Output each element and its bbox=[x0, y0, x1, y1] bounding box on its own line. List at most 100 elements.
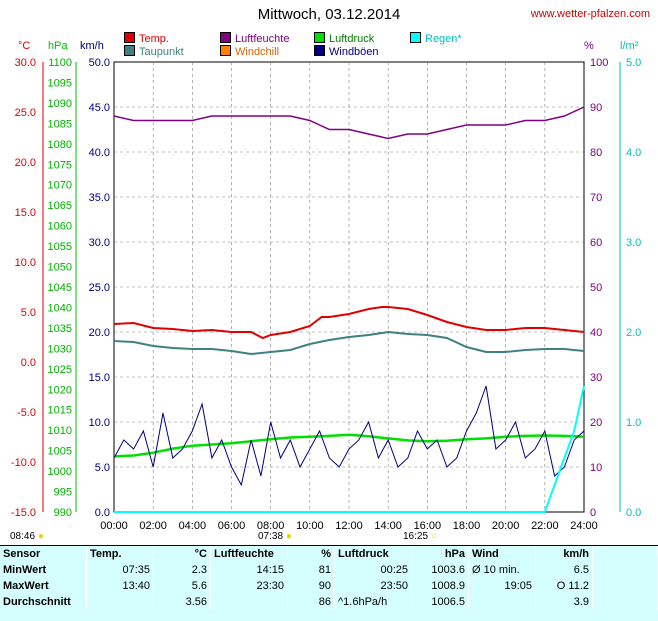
row-label: Durchschnitt bbox=[0, 594, 87, 610]
rain-tick-label: 4.0 bbox=[626, 147, 641, 159]
temp-tick-label: -5.0 bbox=[17, 407, 36, 419]
stats-table: Sensor Temp. °C Luftfeuchte % Luftdruck … bbox=[0, 545, 658, 621]
weather-chart: 30.0 25.0 20.0 15.0 10.0 5.0 0.0 -5.0 -10.0 -15.0… bbox=[11, 57, 641, 532]
unit-temp: °C bbox=[18, 40, 31, 52]
cell: Ø 10 min. bbox=[468, 562, 536, 578]
pressure-tick-label: 1095 bbox=[48, 77, 72, 89]
cell: O 11.2 bbox=[535, 578, 593, 594]
rain-tick-label: 2.0 bbox=[626, 327, 641, 339]
wind-tick-label: 15.0 bbox=[89, 372, 110, 384]
cell: 5.6 bbox=[153, 578, 211, 594]
cell: 1003.6 bbox=[411, 562, 469, 578]
cell: 23:50 bbox=[334, 578, 412, 594]
cell: 07:35 bbox=[86, 562, 154, 578]
cell: 2.3 bbox=[153, 562, 211, 578]
legend-swatch bbox=[314, 45, 325, 56]
series-lines bbox=[113, 106, 585, 513]
x-tick-label: 04:00 bbox=[179, 520, 207, 532]
cell: 3.9 bbox=[535, 594, 593, 610]
cell: 90 bbox=[287, 578, 335, 594]
legend-gusts: Windböen bbox=[314, 45, 379, 58]
legend-swatch bbox=[220, 45, 231, 56]
humidity-tick-label: 60 bbox=[590, 237, 602, 249]
x-axis-labels: 00:00 02:00 04:00 06:00 08:00 10:00 12:00 14:00… bbox=[100, 520, 598, 532]
legend-label: Luftfeuchte bbox=[235, 33, 290, 45]
legend-dewpoint: Taupunkt bbox=[124, 45, 184, 58]
left-axes: 30.0 25.0 20.0 15.0 10.0 5.0 0.0 -5.0 -10.0 -15.0… bbox=[11, 57, 110, 519]
sun-icon: ● bbox=[285, 531, 292, 542]
temp-tick-label: 15.0 bbox=[15, 207, 36, 219]
rain-tick-label: 1.0 bbox=[626, 417, 641, 429]
cell: 14:15 bbox=[210, 562, 288, 578]
humidity-line bbox=[113, 106, 585, 140]
pressure-tick-label: 1035 bbox=[48, 323, 72, 335]
pressure-tick-label: 1090 bbox=[48, 98, 72, 110]
cell: 6.5 bbox=[535, 562, 593, 578]
wind-tick-label: 45.0 bbox=[89, 102, 110, 114]
rain-line bbox=[114, 385, 585, 513]
pressure-tick-label: 1020 bbox=[48, 384, 72, 396]
unit-pressure: hPa bbox=[48, 40, 68, 52]
sunrise-label: 08:46 ● bbox=[10, 531, 44, 542]
legend-rain: Regen* bbox=[410, 32, 462, 45]
humidity-tick-label: 80 bbox=[590, 147, 602, 159]
legend-label: Luftdruck bbox=[329, 33, 375, 45]
cell: 1006.5 bbox=[411, 594, 469, 610]
cell bbox=[210, 594, 288, 610]
x-tick-label: 14:00 bbox=[374, 520, 402, 532]
legend-label: Taupunkt bbox=[139, 46, 184, 58]
pressure-tick-label: 1065 bbox=[48, 200, 72, 212]
temp-tick-label: 10.0 bbox=[15, 257, 36, 269]
humidity-tick-label: 0 bbox=[590, 507, 596, 519]
humidity-tick-label: 90 bbox=[590, 102, 602, 114]
rain-tick-label: 3.0 bbox=[626, 237, 641, 249]
legend-swatch bbox=[124, 45, 135, 56]
x-tick-label: 22:00 bbox=[531, 520, 559, 532]
temp-tick-label: 0.0 bbox=[21, 357, 36, 369]
pressure-line bbox=[113, 433, 585, 458]
legend-swatch bbox=[410, 32, 421, 43]
pressure-tick-label: 1040 bbox=[48, 302, 72, 314]
wind-tick-label: 30.0 bbox=[89, 237, 110, 249]
temp-tick-label: -10.0 bbox=[11, 457, 36, 469]
rain-tick-label: 0.0 bbox=[626, 507, 641, 519]
table-row: MinWert 07:35 2.3 14:15 81 00:25 1003.6 … bbox=[0, 562, 658, 578]
x-tick-label: 24:00 bbox=[570, 520, 598, 532]
legend-swatch bbox=[220, 32, 231, 43]
pressure-tick-label: 1045 bbox=[48, 282, 72, 294]
pressure-tick-label: 1050 bbox=[48, 262, 72, 274]
row-label: MaxWert bbox=[0, 578, 87, 594]
x-tick-label: 10:00 bbox=[296, 520, 324, 532]
marker-label: 07:38 ● bbox=[258, 531, 292, 542]
cell: 19:05 bbox=[468, 578, 536, 594]
legend-temp: Temp. bbox=[124, 32, 169, 45]
header-cell: Temp. bbox=[86, 546, 154, 562]
dewpoint-line bbox=[113, 330, 585, 356]
header-cell: Luftfeuchte bbox=[210, 546, 288, 562]
pressure-tick-label: 1100 bbox=[48, 57, 72, 69]
pressure-tick-label: 1010 bbox=[48, 425, 72, 437]
sunrise-time: 08:46 bbox=[10, 531, 36, 542]
humidity-tick-label: 70 bbox=[590, 192, 602, 204]
unit-humidity: % bbox=[584, 40, 594, 52]
legend-windchill: Windchill bbox=[220, 45, 279, 58]
cell: 3.56 bbox=[153, 594, 211, 610]
legend-humidity: Luftfeuchte bbox=[220, 32, 289, 45]
temperature-line bbox=[113, 306, 585, 340]
x-tick-label: 06:00 bbox=[218, 520, 246, 532]
wind-tick-label: 10.0 bbox=[89, 417, 110, 429]
cell: 1008.9 bbox=[411, 578, 469, 594]
sunset-time: 16:25 bbox=[403, 531, 429, 542]
site-link[interactable]: www.wetter-pfalzen.com bbox=[530, 8, 650, 20]
pressure-tick-label: 1060 bbox=[48, 221, 72, 233]
x-tick-label: 18:00 bbox=[453, 520, 481, 532]
legend-swatch bbox=[314, 32, 325, 43]
cell: 00:25 bbox=[334, 562, 412, 578]
pressure-tick-label: 1030 bbox=[48, 343, 72, 355]
pressure-tick-label: 1070 bbox=[48, 180, 72, 192]
pressure-tick-label: 990 bbox=[54, 507, 72, 519]
legend-swatch bbox=[124, 32, 135, 43]
header-cell: hPa bbox=[411, 546, 469, 562]
humidity-tick-label: 20 bbox=[590, 417, 602, 429]
pressure-tick-label: 1080 bbox=[48, 139, 72, 151]
